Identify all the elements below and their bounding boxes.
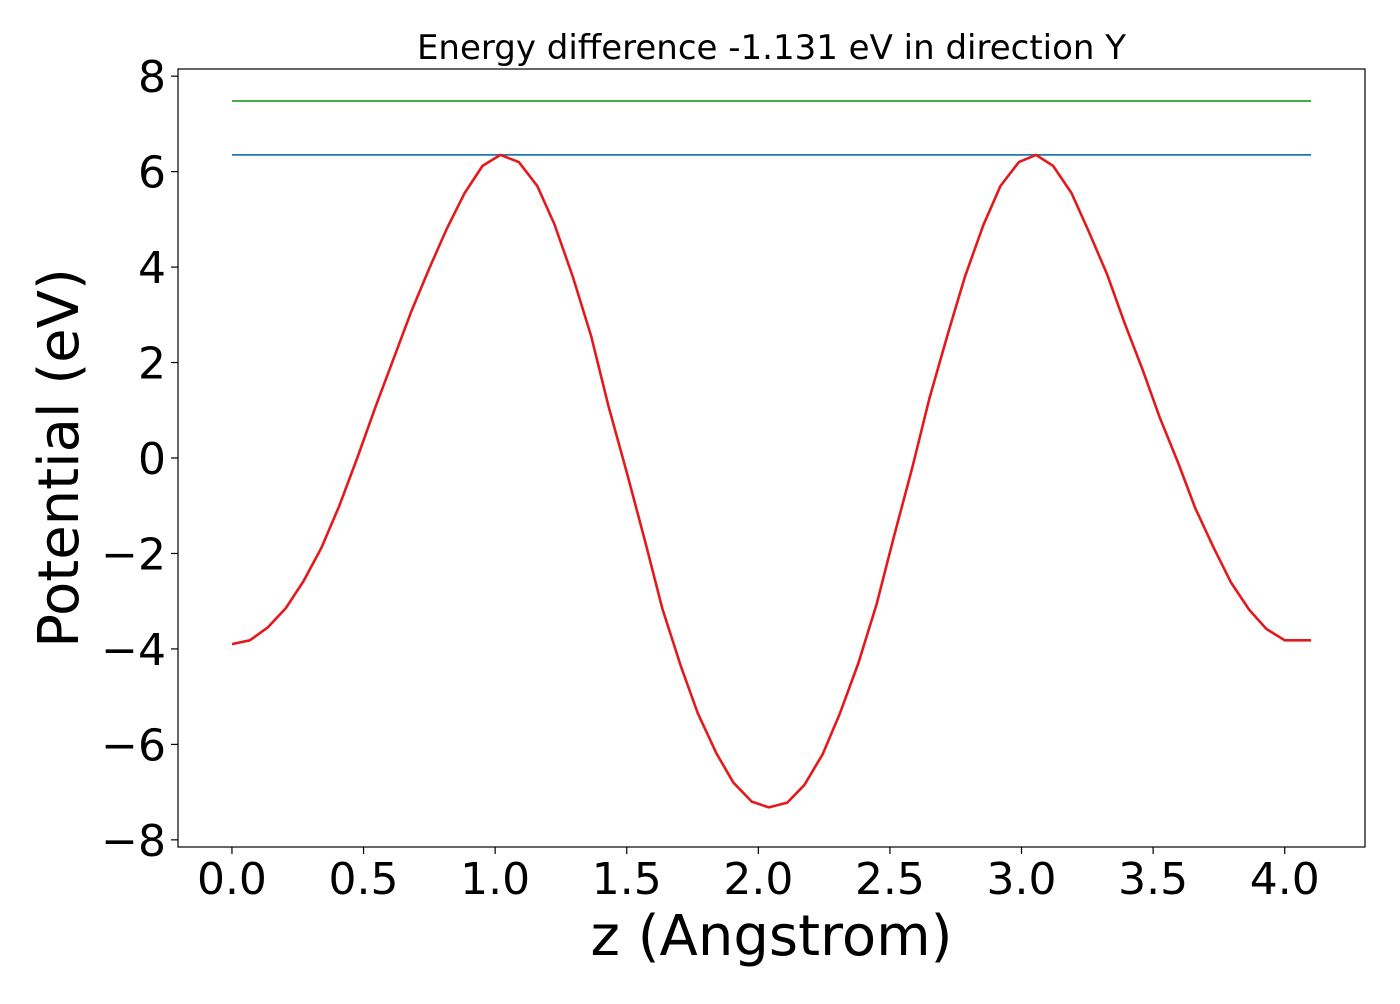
y-axis-label: Potential (eV): [27, 268, 92, 648]
x-tick-label: 3.5: [1118, 854, 1188, 905]
x-axis-ticks: 0.0 0.5 1.0 1.5 2.0 2.5 3.0 3.5 4.0: [197, 847, 1320, 905]
x-tick-label: 4.0: [1250, 854, 1320, 905]
y-tick-label: −4: [101, 625, 166, 676]
y-tick-label: 2: [138, 339, 166, 390]
y-tick-label: −8: [101, 816, 166, 867]
x-tick-label: 1.5: [592, 854, 662, 905]
x-tick-label: 0.0: [197, 854, 267, 905]
y-tick-label: −6: [101, 720, 166, 771]
x-tick-label: 0.5: [329, 854, 399, 905]
series-line-3: [231, 153, 1312, 809]
plot-area: [178, 69, 1365, 847]
chart-title: Energy difference -1.131 eV in direction…: [417, 28, 1126, 68]
y-tick-label: −2: [101, 529, 166, 580]
x-axis-label: z (Angstrom): [591, 904, 953, 969]
x-tick-label: 3.0: [987, 854, 1057, 905]
y-axis-ticks: −8 −6 −4 −2 0 2 4 6 8: [101, 52, 178, 867]
x-tick-label: 2.0: [723, 854, 793, 905]
y-tick-label: 4: [138, 243, 166, 294]
x-tick-label: 2.5: [855, 854, 925, 905]
series-layer: [231, 100, 1312, 809]
x-tick-label: 1.0: [460, 854, 530, 905]
y-tick-label: 0: [138, 434, 166, 485]
y-tick-label: 6: [138, 148, 166, 199]
y-tick-label: 8: [138, 52, 166, 103]
